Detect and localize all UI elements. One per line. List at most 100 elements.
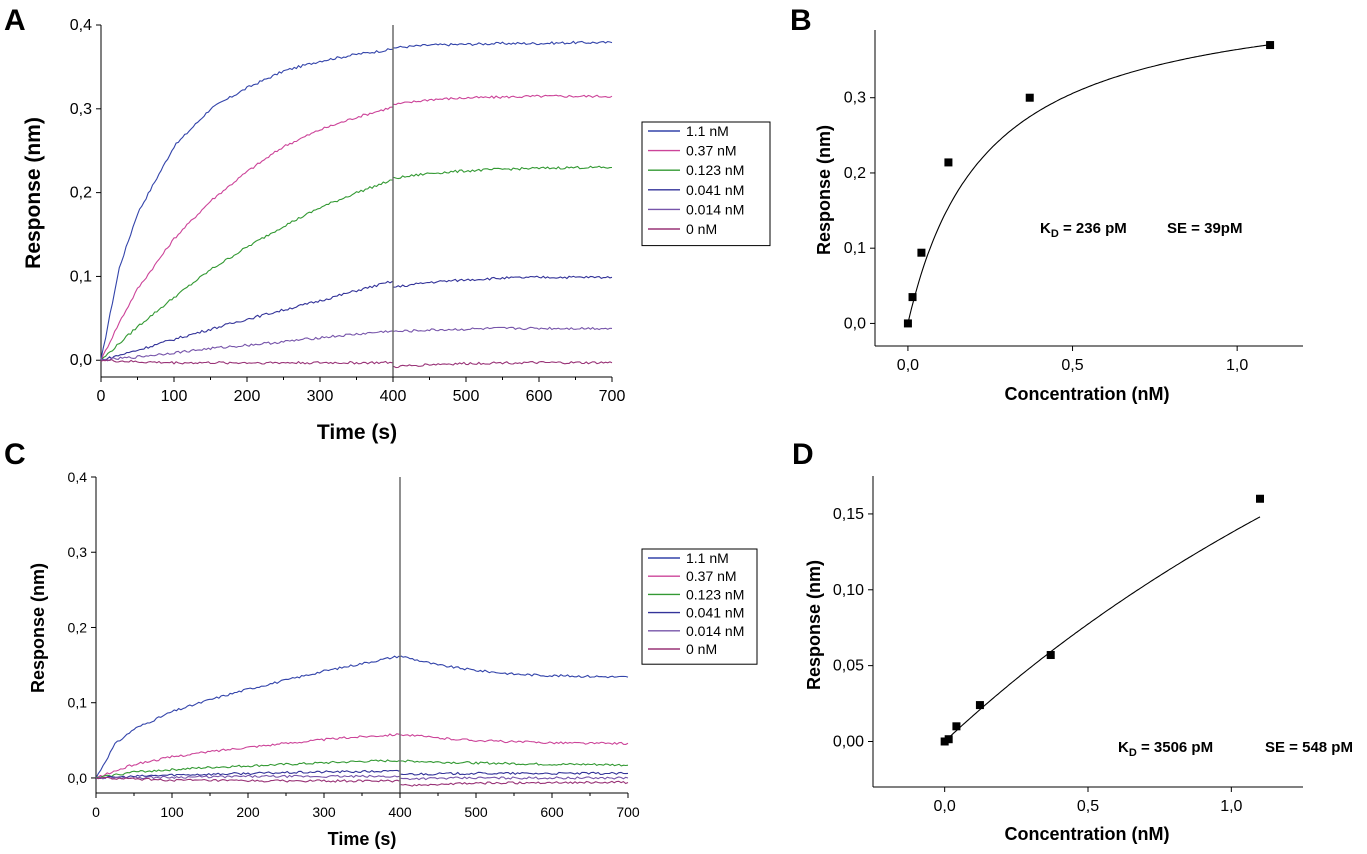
y-tick-label: 0,2 [844, 165, 866, 182]
series-line-association [95, 733, 400, 779]
panel-letter-b: B [790, 4, 812, 37]
x-tick-label: 600 [526, 388, 553, 405]
x-axis-title-b: Concentration (nM) [1005, 384, 1170, 404]
data-point [1025, 93, 1034, 102]
series-line-dissociation [400, 759, 629, 767]
series-line-association [95, 655, 400, 779]
series-line-dissociation [393, 94, 613, 106]
x-tick-label: 500 [453, 388, 480, 405]
x-tick-label: 300 [307, 388, 334, 405]
x-tick-label: 700 [616, 804, 640, 820]
panel-letter-c: C [4, 438, 26, 471]
data-point [917, 248, 926, 257]
legend-label: 0.014 nM [686, 623, 744, 639]
y-tick-label: 0,05 [833, 658, 864, 675]
x-tick-label: 0,0 [934, 798, 956, 815]
y-tick-label: 0,4 [68, 469, 88, 485]
legend-box [641, 548, 758, 665]
series-line-dissociation [400, 771, 629, 776]
legend-label: 0.37 nM [686, 568, 737, 584]
se-annotation-b: SE = 39pM [1167, 220, 1242, 237]
x-tick-label: 0,5 [1061, 357, 1083, 374]
y-tick-label: 0,1 [70, 268, 92, 285]
legend-label: 0.37 nM [686, 143, 737, 159]
series-line-association [100, 106, 393, 362]
series-line-association [100, 280, 393, 361]
legend-c: 1.1 nM 0.37 nM 0.123 nM 0.041 nM 0.014 nM 0 n… [641, 548, 758, 665]
y-axis-title-b: Response (nm) [814, 125, 834, 255]
series-line-association [95, 759, 400, 779]
x-tick-label: 0 [97, 388, 106, 405]
kd-annotation-b: KD = 236 pM [1040, 220, 1127, 240]
series-line-association [95, 776, 400, 783]
panel-a: A 0 100 200 300 400 500 600 7000,00,10,20,30,4 … [4, 4, 771, 444]
legend-a: 1.1 nM 0.37 nM 0.123 nM 0.041 nM 0.014 nM 0 n… [641, 121, 771, 247]
y-tick-label: 0,4 [70, 17, 92, 34]
series-line-dissociation [400, 776, 629, 781]
series-line-association [100, 48, 393, 360]
y-tick-label: 0,1 [68, 695, 88, 711]
y-tick-label: 0,2 [70, 185, 92, 202]
y-tick-label: 0,3 [68, 544, 88, 560]
y-tick-label: 0,0 [70, 352, 92, 369]
legend-label: 1.1 nM [686, 123, 729, 139]
legend-label: 0.123 nM [686, 162, 744, 178]
legend-label: 0 nM [686, 641, 717, 657]
x-tick-label: 0,5 [1077, 798, 1099, 815]
series-line-dissociation [400, 655, 629, 679]
series-line-dissociation [393, 165, 613, 180]
x-tick-label: 200 [236, 804, 260, 820]
series-line-dissociation [400, 780, 629, 787]
series-line-association [100, 179, 393, 361]
x-axis-title-d: Concentration (nM) [1005, 824, 1170, 844]
legend-label: 0.041 nM [686, 605, 744, 621]
y-tick-label: 0,10 [833, 582, 864, 599]
series-line-dissociation [393, 361, 613, 369]
x-tick-label: 100 [160, 804, 184, 820]
x-tick-label: 1,0 [1226, 357, 1248, 374]
x-tick-label: 500 [464, 804, 488, 820]
data-point [1046, 651, 1055, 660]
legend-label: 0.041 nM [686, 182, 744, 198]
x-tick-label: 0 [92, 804, 100, 820]
plot-area-b: 0,0 0,5 1,0 0,0 0,1 0,2 0,3 [844, 30, 1303, 374]
series-line-association [100, 358, 393, 365]
y-tick-label: 0,3 [70, 101, 92, 118]
kd-annotation-d: KD = 3506 pM [1118, 739, 1213, 759]
series-line-dissociation [400, 734, 629, 745]
data-point [940, 737, 949, 746]
plot-area-a: 0 100 200 300 400 500 600 700 0,0 0,1 0,2 0,3 0,4 [70, 17, 626, 405]
legend-label: 0.014 nM [686, 201, 744, 217]
x-tick-label: 200 [234, 388, 261, 405]
legend-label: 0.123 nM [686, 586, 744, 602]
x-tick-label: 0,0 [897, 357, 919, 374]
data-point [944, 158, 953, 167]
legend-label: 0 nM [686, 221, 717, 237]
panel-b: B 0,0 0,5 1,0 0,0 0,1 0,2 0,3 Concentration (n… [790, 4, 1303, 404]
fit-curve [907, 44, 1271, 324]
x-tick-label: 1,0 [1220, 798, 1242, 815]
data-point [1266, 41, 1275, 50]
y-axis-title-a: Response (nm) [22, 117, 45, 269]
panel-c: C 0 100 200 300 400 500 600 7000,00,10,20,30,4 … [4, 438, 758, 849]
fit-curve [944, 516, 1261, 742]
data-point [975, 701, 984, 710]
y-tick-label: 0,3 [844, 90, 866, 107]
data-point [944, 735, 953, 744]
panel-d: D 0,0 0,5 1,0 0,00 0,05 0,10 0,15 Concentratio… [792, 438, 1353, 844]
se-annotation-d: SE = 548 pM [1265, 739, 1353, 756]
x-axis-title-a: Time (s) [317, 421, 397, 444]
x-tick-label: 100 [161, 388, 188, 405]
y-tick-label: 0,1 [844, 240, 866, 257]
data-point [903, 319, 912, 328]
y-tick-label: 0,00 [833, 733, 864, 750]
plot-area-c: 0 100 200 300 400 500 600 700 0,0 0,1 0,2 0,3 0,4 [68, 469, 640, 820]
series-line-dissociation [393, 326, 613, 333]
x-tick-label: 700 [599, 388, 626, 405]
legend-label: 1.1 nM [686, 550, 729, 566]
panel-letter-d: D [792, 438, 814, 471]
series-line-dissociation [393, 40, 613, 49]
data-point [908, 293, 917, 302]
x-tick-label: 600 [540, 804, 564, 820]
